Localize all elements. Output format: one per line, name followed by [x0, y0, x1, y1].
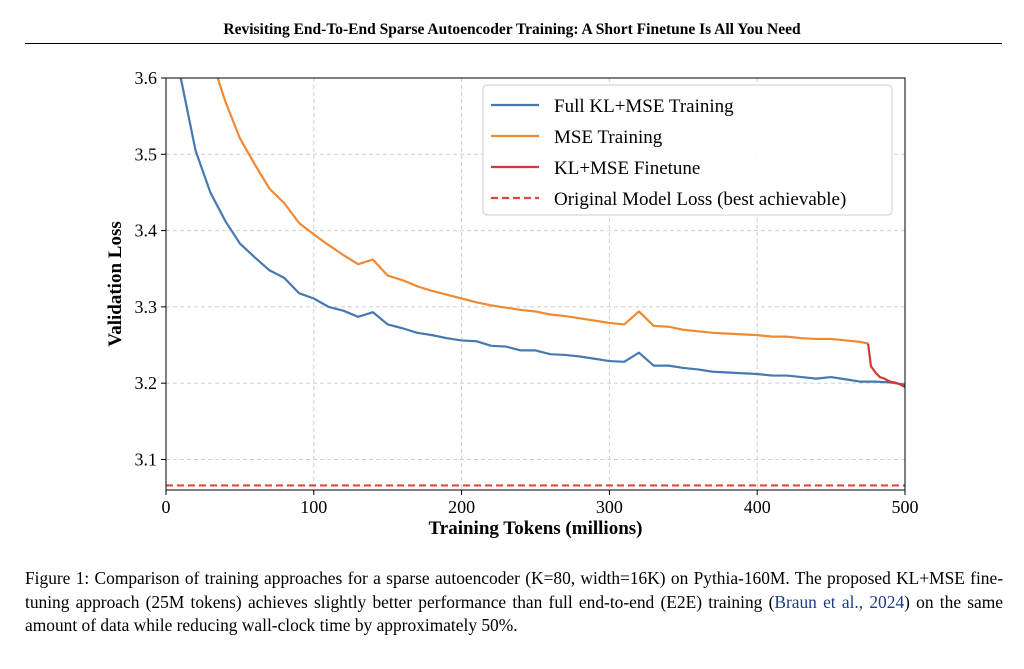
series-layer: [166, 77, 906, 487]
x-tick-label: 100: [300, 497, 327, 517]
x-axis-label: Training Tokens (millions): [429, 518, 643, 539]
legend-box: [482, 84, 893, 216]
x-tick-label: 0: [162, 497, 171, 517]
legend-label: KL+MSE Finetune: [554, 158, 700, 179]
plot-frame: [165, 77, 906, 491]
header-rule: [25, 43, 1002, 44]
y-tick-label: 3.6: [135, 68, 158, 88]
y-tick-label: 3.2: [135, 373, 158, 393]
legend: Full KL+MSE Training MSE Training KL+MSE F…: [482, 84, 893, 216]
series-line-2: [866, 343, 906, 388]
legend-label: MSE Training: [554, 127, 663, 148]
y-axis-label: Validation Loss: [105, 221, 126, 347]
y-tick-label: 3.3: [135, 297, 158, 317]
page-header-title: Revisiting End-To-End Sparse Autoencoder…: [223, 21, 801, 38]
caption-suffix: ) on the same amount of data while reduc…: [25, 591, 1003, 636]
x-tick-label: 300: [596, 497, 623, 517]
citation-link[interactable]: Braun et al., 2024: [774, 591, 905, 612]
x-tick-label: 400: [744, 497, 771, 517]
caption-prefix: Figure 1: Comparison of training approac…: [25, 568, 1003, 612]
figure-caption: Figure 1: Comparison of training approac…: [25, 567, 1003, 638]
y-tick-label: 3.1: [135, 449, 158, 469]
y-tick-label: 3.4: [135, 221, 158, 241]
y-tick-label: 3.5: [135, 144, 158, 164]
axis-ticks: 0 100 200 300 400 500 3.1 3.2 3.3 3.4 3.5 3.6: [135, 68, 919, 517]
legend-label: Full KL+MSE Training: [554, 96, 734, 117]
series-line-1: [216, 77, 869, 345]
legend-label: Original Model Loss (best achievable): [554, 189, 846, 210]
loss-chart: 0 100 200 300 400 500 3.1 3.2 3.3 3.4 3.5 3.6 Train…: [105, 68, 919, 539]
x-tick-label: 500: [892, 497, 919, 517]
x-tick-label: 200: [448, 497, 475, 517]
series-line-0: [179, 77, 906, 386]
